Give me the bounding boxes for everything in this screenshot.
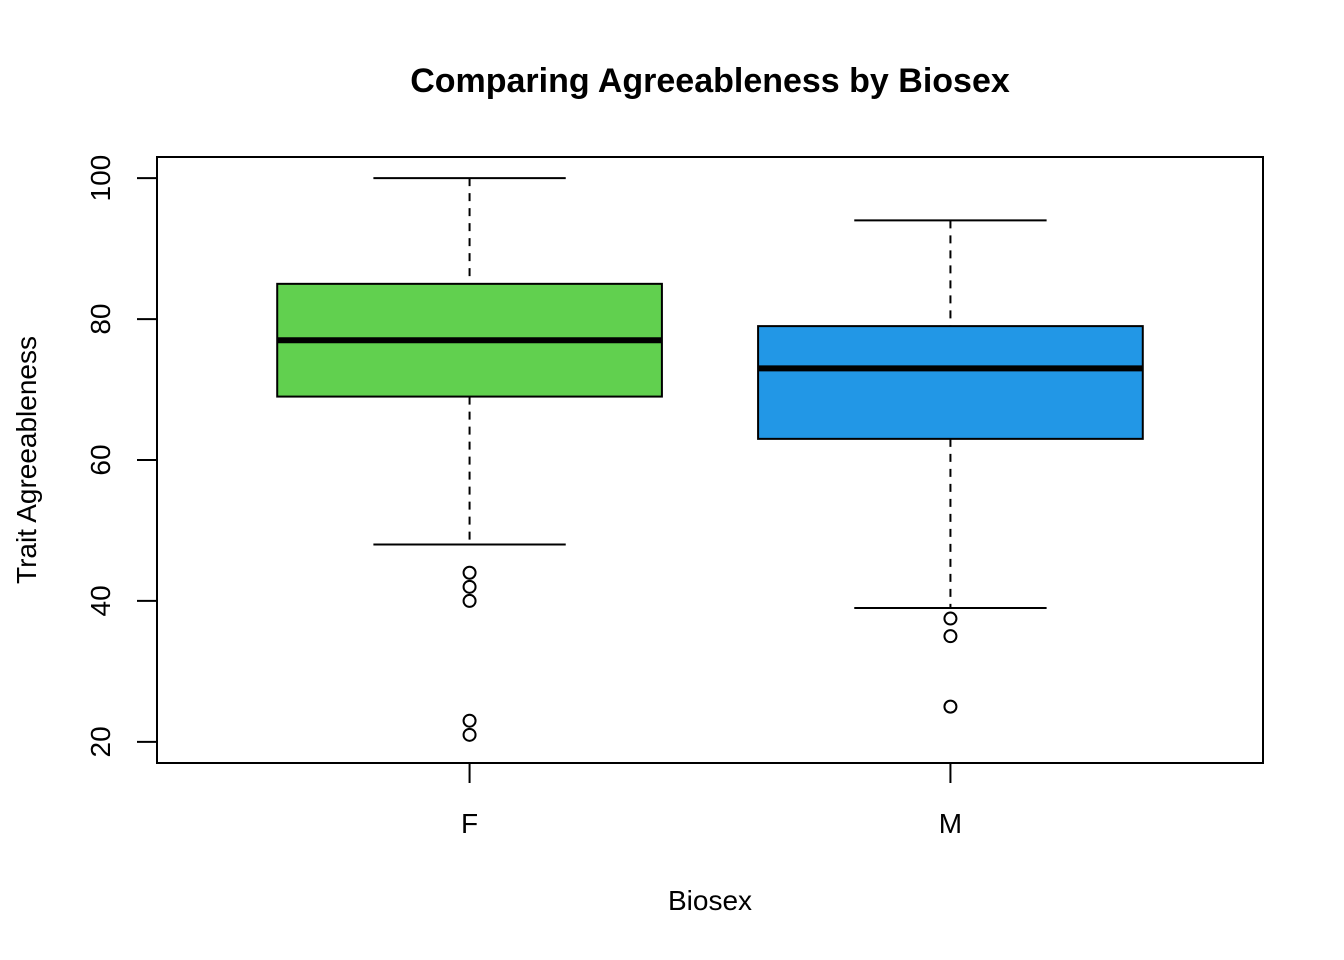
x-tick-label: F bbox=[461, 808, 478, 839]
outlier-point bbox=[462, 579, 477, 594]
y-tick-label: 20 bbox=[85, 726, 116, 757]
y-tick-label: 80 bbox=[85, 303, 116, 334]
y-tick-label: 60 bbox=[85, 444, 116, 475]
y-tick-label: 40 bbox=[85, 585, 116, 616]
y-axis: 20 40 60 80 100 bbox=[85, 155, 158, 757]
outlier-point bbox=[462, 593, 477, 608]
y-tick-label: 100 bbox=[85, 155, 116, 202]
outlier-point bbox=[943, 699, 958, 714]
outlier-point bbox=[462, 565, 477, 580]
plot-frame bbox=[156, 156, 1264, 764]
x-tick-label: M bbox=[939, 808, 962, 839]
x-axis-label: Biosex bbox=[668, 885, 752, 916]
y-axis-label: Trait Agreeableness bbox=[11, 336, 42, 584]
boxes-layer bbox=[276, 177, 1144, 742]
outlier-point bbox=[462, 727, 477, 742]
outlier-point bbox=[943, 629, 958, 644]
outlier-point bbox=[462, 713, 477, 728]
outlier-point bbox=[943, 611, 958, 626]
chart-title: Comparing Agreeableness by Biosex bbox=[410, 62, 1010, 100]
box-group-F bbox=[276, 177, 663, 742]
box-group-M bbox=[757, 219, 1144, 714]
iqr-box bbox=[757, 325, 1144, 440]
